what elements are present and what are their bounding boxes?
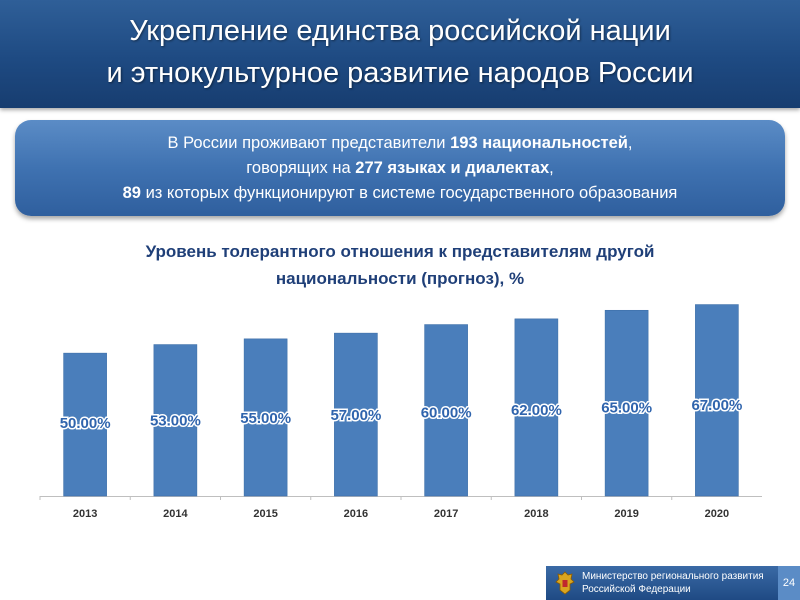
data-label-2014: 53.00% bbox=[150, 412, 201, 429]
info-line2-highlight: 277 языках и диалектах bbox=[355, 159, 550, 177]
data-label-2013: 50.00% bbox=[60, 415, 111, 432]
bar-2013 bbox=[63, 352, 107, 497]
page-number: 24 bbox=[778, 566, 800, 600]
x-tick-label-2014: 2014 bbox=[163, 508, 188, 520]
info-line1-highlight: 193 национальностей bbox=[450, 134, 628, 152]
info-line3: 89 из которых функционируют в системе го… bbox=[15, 181, 785, 206]
info-box: В России проживают представители 193 нац… bbox=[15, 120, 785, 216]
bar-2018 bbox=[514, 318, 559, 497]
bar-2020 bbox=[695, 304, 739, 497]
bar-2017 bbox=[424, 324, 468, 497]
chart-title: Уровень толерантного отношения к предста… bbox=[0, 238, 800, 292]
data-label-2015: 55.00% bbox=[240, 410, 291, 427]
data-label-2016: 57.00% bbox=[330, 407, 381, 424]
data-label-2019: 65.00% bbox=[601, 399, 652, 416]
x-tick-label-2016: 2016 bbox=[344, 508, 368, 520]
bar-2015 bbox=[243, 338, 288, 497]
page-title-line1: Укрепление единства российской нации bbox=[129, 15, 671, 47]
header-bar: Укрепление единства российской нации и э… bbox=[0, 0, 800, 108]
x-tick-label-2013: 2013 bbox=[73, 508, 97, 520]
ministry-name-line1: Министерство регионального развития bbox=[582, 571, 764, 582]
page-title: Укрепление единства российской нации и э… bbox=[0, 10, 800, 94]
info-line3-highlight: 89 bbox=[122, 184, 141, 202]
bar-2016 bbox=[334, 332, 378, 497]
bar-2014 bbox=[153, 344, 198, 497]
chart-title-line1: Уровень толерантного отношения к предста… bbox=[145, 242, 655, 261]
info-line2-tail: , bbox=[549, 159, 554, 177]
data-label-2020: 67.00% bbox=[691, 397, 742, 414]
x-tick-label-2019: 2019 bbox=[614, 508, 638, 520]
x-tick-label-2020: 2020 bbox=[705, 508, 729, 520]
bar-2019 bbox=[604, 309, 649, 497]
x-tick-label-2017: 2017 bbox=[434, 508, 458, 520]
data-label-2018: 62.00% bbox=[511, 402, 562, 419]
info-line3-text: из которых функционируют в системе госуд… bbox=[140, 184, 678, 202]
bar-chart: 50.00% 2013 53.00% 2014 55.00% 2015 57.00% 2016… bbox=[39, 304, 762, 520]
x-tick-label-2015: 2015 bbox=[253, 508, 277, 520]
info-line1-tail: , bbox=[627, 134, 633, 152]
data-label-2017: 60.00% bbox=[421, 405, 472, 422]
footer-ministry: Министерство регионального развития Росс… bbox=[546, 566, 778, 600]
info-line2-text: говорящих на bbox=[246, 159, 356, 177]
page-title-line2: и этнокультурное развитие народов России bbox=[106, 57, 694, 89]
coat-of-arms-icon bbox=[555, 571, 575, 595]
info-line1: В России проживают представители 193 нац… bbox=[15, 131, 785, 156]
ministry-name-line2: Российской Федерации bbox=[582, 584, 691, 595]
chart-title-line2: национальности (прогноз), % bbox=[275, 269, 525, 288]
info-line1-text: В России проживают представители bbox=[167, 134, 451, 152]
info-line2: говорящих на 277 языках и диалектах, bbox=[15, 156, 785, 181]
x-tick-label-2018: 2018 bbox=[524, 508, 548, 520]
